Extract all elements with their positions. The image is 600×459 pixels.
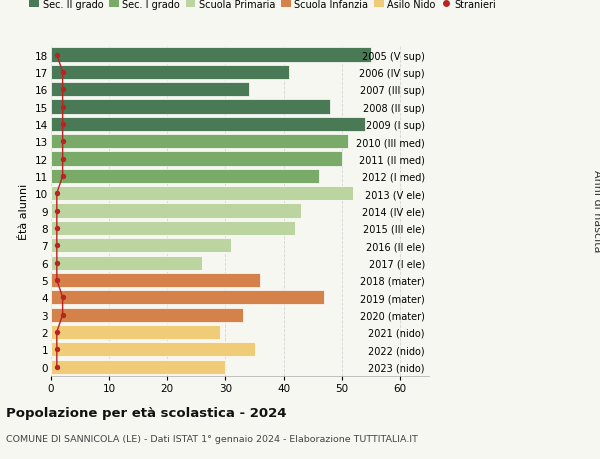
Point xyxy=(58,104,67,111)
Bar xyxy=(51,360,226,374)
Bar xyxy=(51,256,202,270)
Point xyxy=(52,190,62,197)
Bar xyxy=(51,169,319,184)
Bar xyxy=(51,135,347,149)
Point xyxy=(58,69,67,76)
Point xyxy=(58,121,67,129)
Text: Popolazione per età scolastica - 2024: Popolazione per età scolastica - 2024 xyxy=(6,406,287,419)
Bar xyxy=(51,273,260,287)
Bar xyxy=(51,66,289,80)
Bar xyxy=(51,221,295,235)
Point xyxy=(52,363,62,370)
Bar xyxy=(51,308,243,322)
Bar xyxy=(51,325,220,339)
Bar xyxy=(51,83,249,97)
Bar xyxy=(51,48,371,62)
Bar xyxy=(51,239,231,253)
Point xyxy=(58,156,67,163)
Point xyxy=(52,52,62,59)
Point xyxy=(52,259,62,267)
Point xyxy=(58,294,67,301)
Point xyxy=(52,207,62,215)
Bar xyxy=(51,204,301,218)
Legend: Sec. II grado, Sec. I grado, Scuola Primaria, Scuola Infanzia, Asilo Nido, Stran: Sec. II grado, Sec. I grado, Scuola Prim… xyxy=(29,0,496,10)
Point xyxy=(52,242,62,249)
Point xyxy=(52,346,62,353)
Bar xyxy=(51,152,342,166)
Text: Anni di nascita: Anni di nascita xyxy=(592,170,600,252)
Bar xyxy=(51,342,254,357)
Bar xyxy=(51,100,330,114)
Point xyxy=(52,277,62,284)
Point xyxy=(58,138,67,146)
Y-axis label: Étà alunni: Étà alunni xyxy=(19,183,29,239)
Point xyxy=(58,86,67,94)
Point xyxy=(52,225,62,232)
Bar xyxy=(51,118,365,132)
Text: COMUNE DI SANNICOLA (LE) - Dati ISTAT 1° gennaio 2024 - Elaborazione TUTTITALIA.: COMUNE DI SANNICOLA (LE) - Dati ISTAT 1°… xyxy=(6,434,418,443)
Bar xyxy=(51,291,325,305)
Bar xyxy=(51,187,353,201)
Point xyxy=(58,173,67,180)
Point xyxy=(52,329,62,336)
Point xyxy=(58,311,67,319)
